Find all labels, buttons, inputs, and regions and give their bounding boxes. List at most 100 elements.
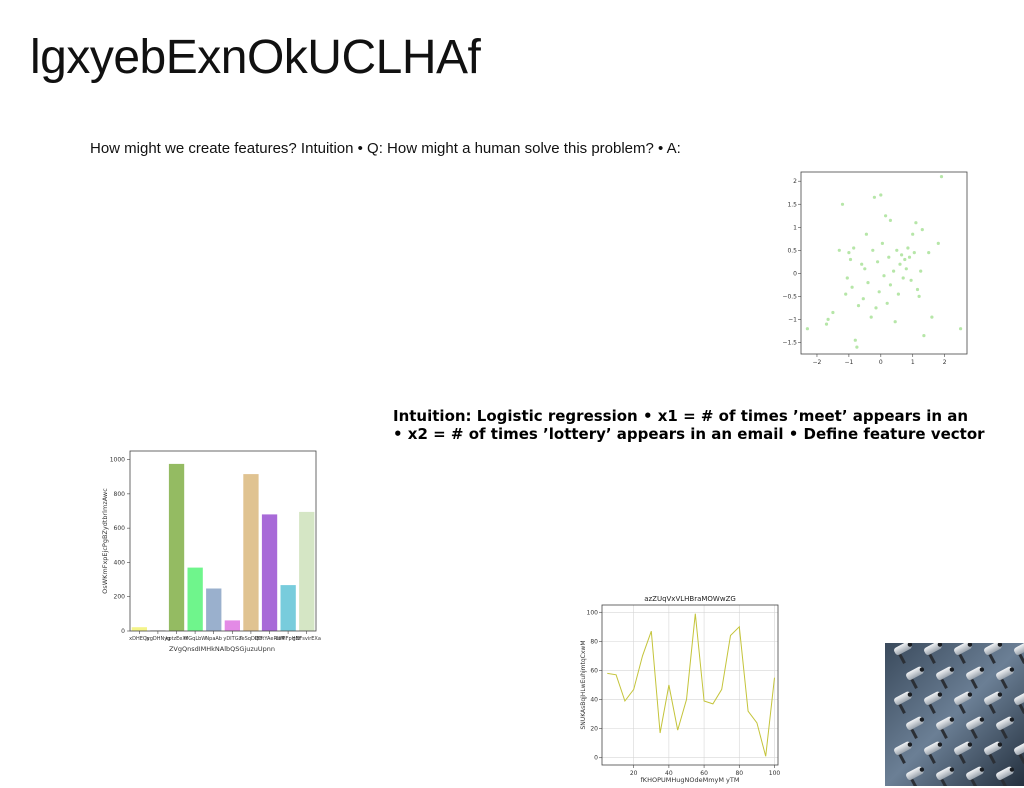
scatter-chart: −2 −1 0 1 2 −1.5 −1 −0.5 0 0.5 1 1.5 2 bbox=[782, 171, 968, 366]
scatter-point bbox=[906, 246, 910, 250]
scatter-point bbox=[885, 301, 889, 305]
bar bbox=[150, 630, 166, 631]
scatter-point bbox=[901, 276, 905, 280]
scatter-point bbox=[898, 262, 902, 266]
x-tick-label: MGqLbW bbox=[184, 636, 206, 642]
x-tick-label: TeSqDIBY bbox=[238, 636, 263, 642]
scatter-point bbox=[855, 345, 859, 349]
security-camera bbox=[924, 643, 943, 664]
plot-frame bbox=[800, 171, 968, 355]
scatter-point bbox=[850, 285, 854, 289]
scatter-point bbox=[863, 267, 867, 271]
scatter-point bbox=[959, 327, 963, 331]
scatter-point bbox=[939, 175, 944, 179]
y-tick-label: 60 bbox=[590, 667, 598, 674]
x-axis-label: fKHOPUMHugNOdeMmyM yTM bbox=[641, 776, 740, 784]
security-camera bbox=[924, 691, 943, 714]
y-tick-label: 0 bbox=[121, 628, 125, 635]
scatter-point bbox=[930, 315, 934, 319]
bar-chart: 0 200 400 600 800 1000 xDHEOsjygDHNygkptzEeXf… bbox=[101, 450, 321, 653]
scatter-point bbox=[872, 195, 876, 199]
y-axis-ticks: 0 20 40 60 80 100 bbox=[587, 609, 602, 762]
scatter-point bbox=[900, 253, 904, 257]
bar bbox=[243, 474, 259, 631]
x-tick-label: gNFsvirEXa bbox=[292, 636, 320, 642]
y-tick-label: 1000 bbox=[110, 457, 125, 464]
security-camera bbox=[894, 691, 913, 714]
x-tick-label: NpaAb bbox=[205, 636, 222, 642]
x-axis-ticks: −2 −1 0 1 2 bbox=[813, 354, 947, 366]
security-camera bbox=[996, 666, 1015, 689]
scatter-point bbox=[887, 255, 891, 259]
y-tick-label: 40 bbox=[590, 697, 598, 704]
scatter-point bbox=[837, 248, 841, 252]
x-axis-ticks: 20 40 60 80 100 bbox=[630, 765, 781, 777]
scatter-point bbox=[869, 315, 873, 319]
bar bbox=[299, 511, 315, 631]
scatter-point bbox=[845, 276, 849, 280]
scatter-point bbox=[853, 338, 857, 342]
security-camera bbox=[966, 766, 985, 786]
scatter-point bbox=[876, 260, 880, 264]
scatter-point bbox=[888, 218, 892, 222]
x-tick-label: −2 bbox=[813, 359, 822, 366]
scatter-point bbox=[831, 310, 835, 315]
security-camera bbox=[936, 766, 955, 786]
scatter-point bbox=[826, 317, 830, 321]
scatter-point bbox=[864, 232, 868, 236]
bars bbox=[131, 463, 315, 631]
y-tick-label: 400 bbox=[114, 559, 126, 566]
plot-frame bbox=[129, 450, 317, 632]
scatter-point bbox=[911, 232, 915, 236]
y-tick-label: 100 bbox=[587, 609, 599, 616]
x-tick-label: 0 bbox=[879, 359, 883, 366]
security-camera bbox=[936, 666, 955, 689]
y-tick-label: −1.5 bbox=[782, 339, 797, 346]
bar bbox=[280, 585, 296, 631]
scatter-point bbox=[892, 269, 896, 273]
security-cameras-photo bbox=[885, 643, 1024, 786]
scatter-point bbox=[896, 292, 900, 296]
scatter-point bbox=[856, 304, 861, 308]
x-tick-label: 1 bbox=[911, 359, 915, 366]
bar bbox=[187, 567, 203, 631]
y-tick-label: 1 bbox=[793, 224, 797, 231]
grid-lines bbox=[602, 605, 778, 765]
security-camera bbox=[954, 643, 973, 664]
x-tick-label: xDHEOs bbox=[129, 636, 150, 642]
scatter-point bbox=[848, 257, 853, 262]
y-axis-ticks: −1.5 −1 −0.5 0 0.5 1 1.5 2 bbox=[782, 178, 801, 346]
scatter-point bbox=[879, 193, 883, 197]
security-camera bbox=[996, 716, 1015, 739]
security-camera bbox=[906, 766, 925, 786]
x-tick-label: 100 bbox=[769, 770, 781, 777]
x-tick-label: 80 bbox=[735, 770, 743, 777]
security-camera bbox=[954, 741, 973, 764]
y-axis-ticks: 0 200 400 600 800 1000 bbox=[110, 457, 130, 635]
scatter-point bbox=[922, 334, 926, 338]
scatter-point bbox=[871, 248, 875, 252]
scatter-point bbox=[880, 241, 884, 245]
scatter-point bbox=[936, 241, 940, 245]
security-camera bbox=[906, 716, 925, 739]
y-tick-label: −1 bbox=[788, 316, 797, 323]
x-tick-label: 40 bbox=[665, 770, 673, 777]
bar bbox=[261, 514, 278, 631]
x-tick-label: kptzEeXf bbox=[165, 636, 187, 642]
bar bbox=[131, 627, 147, 631]
chart-title: azZUqVxVLHBraMOWwZG bbox=[644, 595, 736, 603]
scatter-point bbox=[893, 320, 897, 324]
line-series bbox=[607, 613, 775, 757]
security-camera bbox=[996, 766, 1015, 786]
scatter-point bbox=[920, 228, 924, 232]
y-tick-label: −0.5 bbox=[782, 293, 797, 300]
scatter-point bbox=[927, 251, 931, 255]
scatter-point bbox=[917, 294, 921, 298]
x-tick-label: 2 bbox=[943, 359, 947, 366]
x-tick-label: −1 bbox=[844, 359, 853, 366]
scatter-point bbox=[844, 292, 848, 296]
x-tick-label: 6sMFpHEt bbox=[276, 636, 301, 642]
scatter-point bbox=[909, 278, 913, 282]
x-tick-label: jygDHNyg bbox=[144, 636, 170, 642]
y-tick-label: 80 bbox=[590, 638, 598, 645]
